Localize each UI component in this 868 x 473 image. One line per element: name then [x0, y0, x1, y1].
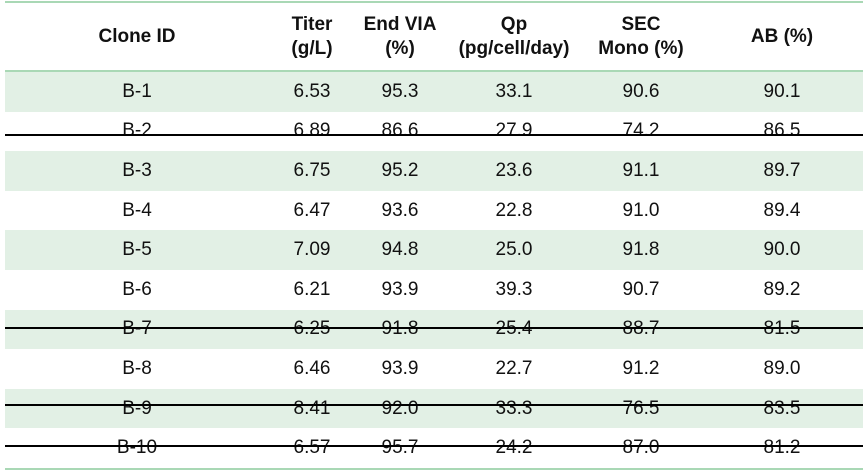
table-cell: 6.89 — [293, 120, 331, 142]
table-cell: 6.53 — [293, 80, 331, 102]
table-cell: 6.21 — [293, 278, 331, 300]
header-rule — [5, 70, 863, 72]
table-cell: 95.3 — [381, 80, 419, 102]
strike-line — [5, 445, 863, 447]
table-cell: 89.4 — [763, 199, 801, 221]
header-cell: Titer (g/L) — [291, 14, 333, 59]
table-cell: B-4 — [122, 199, 152, 221]
table-cell: 6.46 — [293, 357, 331, 379]
table-row: B-4 6.47 93.6 22.8 91.0 89.4 — [5, 191, 863, 231]
table-cell: B-1 — [122, 80, 152, 102]
table-cell: 7.09 — [293, 239, 331, 261]
table-cell: 91.8 — [350, 310, 450, 350]
table-cell: 25.0 — [495, 239, 533, 261]
table-cell: 6.25 — [272, 310, 352, 350]
strike-line — [5, 134, 863, 136]
table-cell: 90.0 — [763, 239, 801, 261]
table-cell: 81.2 — [763, 437, 801, 459]
table-row: B-8 6.46 93.9 22.7 91.2 89.0 — [5, 349, 863, 389]
header-cell: Qp (pg/cell/day) — [458, 14, 570, 59]
top-rule — [5, 1, 863, 3]
table-cell: B-9 — [122, 397, 152, 419]
table-cell: 6.47 — [293, 199, 331, 221]
table-cell: 81.5 — [712, 310, 852, 350]
table-row: B-10 6.57 95.7 24.2 87.0 81.2 — [5, 428, 863, 468]
table-cell: 90.1 — [763, 80, 801, 102]
table-cell: 76.5 — [622, 397, 660, 419]
table-cell: 33.1 — [495, 80, 533, 102]
table-cell: 89.0 — [763, 357, 801, 379]
table-cell: 91.8 — [622, 239, 660, 261]
table-cell: 90.6 — [622, 80, 660, 102]
header-cell: Clone ID — [98, 26, 176, 47]
table-cell: 22.8 — [495, 199, 533, 221]
table-cell: 93.9 — [381, 357, 419, 379]
table-cell: 93.6 — [381, 199, 419, 221]
table-cell: 27.9 — [495, 120, 533, 142]
table-row: B-2 6.89 86.6 27.9 74.2 86.5 — [5, 112, 863, 152]
bottom-rule — [5, 468, 863, 470]
table-cell: 86.5 — [763, 120, 801, 142]
header-cell: End VIA (%) — [363, 14, 437, 59]
table-cell: 39.3 — [495, 278, 533, 300]
table-cell: B-10 — [116, 437, 158, 459]
table-cell: B-7 — [37, 310, 237, 350]
table-cell: 86.6 — [381, 120, 419, 142]
header-cell: SEC Mono (%) — [598, 14, 684, 59]
table-cell: 89.7 — [763, 159, 801, 181]
table-cell: 8.41 — [293, 397, 331, 419]
table-cell: 33.3 — [495, 397, 533, 419]
table-cell: 92.0 — [381, 397, 419, 419]
table-row: B-7 6.2591.825.488.781.5 — [5, 309, 863, 350]
table-cell: 6.75 — [293, 159, 331, 181]
table-row: B-1 6.53 95.3 33.1 90.6 90.1 — [5, 72, 863, 112]
strike-line — [5, 404, 863, 406]
table-cell: 83.5 — [763, 397, 801, 419]
table-cell: 90.7 — [622, 278, 660, 300]
table-cell: 87.0 — [622, 437, 660, 459]
table-cell: B-8 — [122, 357, 152, 379]
strike-line — [5, 327, 863, 329]
table-cell: 23.6 — [495, 159, 533, 181]
table-row: B-6 6.21 93.9 39.3 90.7 89.2 — [5, 270, 863, 310]
table-cell: B-6 — [122, 278, 152, 300]
table-cell: B-5 — [122, 239, 152, 261]
table-cell: 89.2 — [763, 278, 801, 300]
table-cell: 93.9 — [381, 278, 419, 300]
table-row: B-5 7.09 94.8 25.0 91.8 90.0 — [5, 230, 863, 270]
table-cell: 91.2 — [622, 357, 660, 379]
table-cell: 74.2 — [622, 120, 660, 142]
table-cell: 91.0 — [622, 199, 660, 221]
table-row: B-9 8.41 92.0 33.3 76.5 83.5 — [5, 388, 863, 429]
table-cell: 95.7 — [381, 437, 419, 459]
table-cell: 95.2 — [381, 159, 419, 181]
table-cell: 25.4 — [444, 310, 584, 350]
table-cell: 94.8 — [381, 239, 419, 261]
table-row: B-3 6.75 95.2 23.6 91.1 89.7 — [5, 151, 863, 191]
table-cell: 22.7 — [495, 357, 533, 379]
table-cell: 24.2 — [495, 437, 533, 459]
table-cell: 88.7 — [576, 310, 706, 350]
table-cell: B-3 — [122, 159, 152, 181]
table-cell: 91.1 — [622, 159, 660, 181]
table-cell: 6.57 — [293, 437, 331, 459]
table-cell: B-2 — [122, 120, 152, 142]
header-cell: AB (%) — [750, 26, 814, 47]
